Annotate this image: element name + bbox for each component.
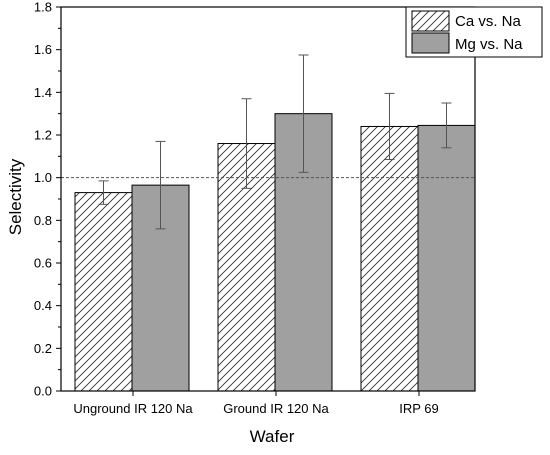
legend-label-mg: Mg vs. Na [455,36,523,53]
legend-swatch-mg [411,32,450,54]
error-bars-layer [98,54,452,230]
error-bar-mg-1 [298,54,309,173]
y-tick-label: 0.6 [34,256,52,271]
bar-ca-2 [360,125,419,392]
y-tick-label: 0.8 [34,213,52,228]
y-tick-label: 1.4 [34,85,52,100]
y-tick-label: 0.4 [34,298,52,313]
x-tick-label: Ground IR 120 Na [223,401,329,416]
x-tick-label: IRP 69 [399,401,439,416]
bar-ca-0 [74,192,133,392]
error-bar-mg-2 [441,102,452,149]
y-tick-label: 0.0 [34,384,52,399]
x-tick-label: Unground IR 120 Na [73,401,193,416]
legend: Ca vs. Na Mg vs. Na [405,6,543,58]
x-axis: Unground IR 120 Na Ground IR 120 Na IRP 69 [73,391,439,416]
y-tick-label: 0.2 [34,341,52,356]
bar-mg-2 [417,124,476,392]
y-tick-label: 1.6 [34,42,52,57]
y-tick-label: 1.8 [34,0,52,15]
error-bar-ca-1 [241,98,252,189]
y-axis-title: Selectivity [6,158,25,235]
error-bar-mg-0 [155,140,166,230]
legend-swatch-ca [411,10,450,32]
error-bar-ca-0 [98,180,109,205]
x-axis-title: Wafer [250,427,295,446]
error-bar-ca-2 [384,92,395,161]
y-tick-label: 1.2 [34,128,52,143]
legend-label-ca: Ca vs. Na [455,13,522,30]
y-tick-label: 1.0 [34,170,52,185]
bars-layer [74,113,476,392]
y-axis: 0.0 0.2 0.4 0.6 0.8 1.0 1.2 1.4 1.6 1.8 [34,0,61,399]
